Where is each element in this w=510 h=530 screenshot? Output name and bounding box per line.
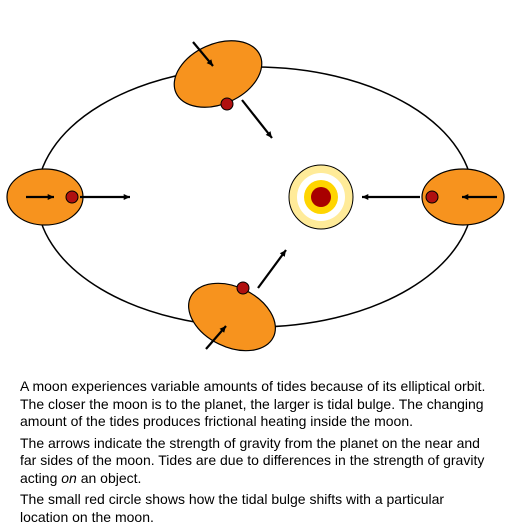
caption-paragraph-2: The arrows indicate the strength of grav… (20, 435, 495, 488)
caption-paragraph-1: A moon experiences variable amounts of t… (20, 378, 495, 431)
gravity-arrow (258, 250, 286, 288)
gravity-arrow (80, 194, 130, 200)
diagram-svg (0, 0, 510, 375)
moon-top (164, 28, 272, 138)
moon-bottom (178, 250, 287, 364)
moon-left (7, 169, 130, 225)
gravity-arrow (242, 100, 272, 138)
caption-paragraph-3: The small red circle shows how the tidal… (20, 491, 495, 526)
location-dot (221, 98, 233, 110)
caption-block: A moon experiences variable amounts of t… (20, 378, 495, 530)
planet (289, 165, 353, 229)
caption-p2-b: an object. (77, 470, 142, 486)
location-dot (66, 191, 78, 203)
moon-right (362, 169, 504, 225)
location-dot (237, 282, 249, 294)
location-dot (426, 191, 438, 203)
tidal-diagram (0, 0, 510, 375)
caption-p2-emphasis: on (61, 470, 77, 486)
gravity-arrow (362, 194, 420, 200)
